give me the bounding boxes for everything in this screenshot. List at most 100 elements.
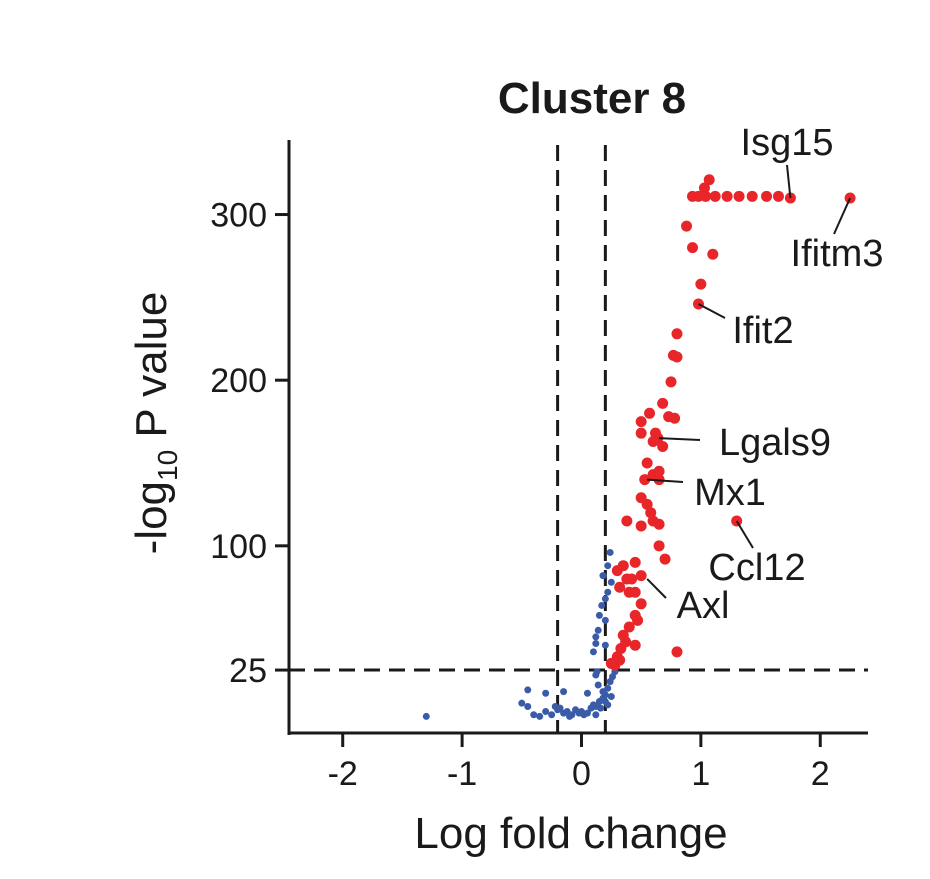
significant-point xyxy=(669,412,681,424)
non-significant-point xyxy=(583,689,591,697)
significant-point xyxy=(641,457,653,469)
leader-line-lgals9 xyxy=(659,437,701,441)
non-significant-point xyxy=(548,711,556,719)
non-significant-point xyxy=(601,641,609,649)
significant-point xyxy=(647,435,659,447)
gene-label-mx1: Mx1 xyxy=(694,472,766,514)
non-significant-point xyxy=(560,688,568,696)
significant-point xyxy=(635,598,647,610)
y-tick-label: 300 xyxy=(210,197,267,235)
significant-point xyxy=(707,248,719,260)
non-significant-point xyxy=(599,572,607,580)
significant-point xyxy=(746,190,758,202)
gene-label-isg15: Isg15 xyxy=(741,122,834,164)
significant-point xyxy=(653,540,665,552)
significant-point xyxy=(641,498,653,510)
non-significant-point xyxy=(604,701,612,709)
non-significant-point xyxy=(589,648,597,656)
significant-point xyxy=(659,553,671,565)
x-tick-label: 0 xyxy=(572,755,591,793)
non-significant-point xyxy=(604,588,612,596)
non-significant-point xyxy=(592,711,600,719)
significant-point xyxy=(614,581,626,593)
non-significant-point xyxy=(607,693,615,701)
significant-point xyxy=(653,518,665,530)
leader-line-axl xyxy=(646,578,667,599)
non-significant-point xyxy=(606,548,614,556)
axes xyxy=(287,140,868,735)
significant-point xyxy=(772,190,784,202)
significant-point xyxy=(629,639,641,651)
x-tick-label: 2 xyxy=(811,755,830,793)
x-tick-label: 1 xyxy=(691,755,710,793)
non-significant-point xyxy=(597,704,605,712)
x-tick-label: -2 xyxy=(328,755,358,793)
non-significant-point xyxy=(593,668,601,676)
leader-line-mx1 xyxy=(647,478,684,483)
non-significant-point xyxy=(568,711,576,719)
significant-point xyxy=(671,328,683,340)
significant-point xyxy=(657,397,669,409)
non-significant-point xyxy=(542,707,550,715)
significant-point xyxy=(615,643,627,655)
significant-point xyxy=(671,351,683,363)
x-ticks: -2 -1 0 1 2 xyxy=(328,733,830,793)
non-significant-point xyxy=(524,686,532,694)
y-axis-title-subscript: 10 xyxy=(152,450,183,481)
significant-point xyxy=(709,190,721,202)
significant-point xyxy=(721,190,733,202)
gene-label-ccl12: Ccl12 xyxy=(708,547,805,589)
significant-point xyxy=(629,556,641,568)
non-significant-point xyxy=(594,626,602,634)
non-significant-point xyxy=(592,640,600,648)
significant-point xyxy=(644,407,656,419)
significant-point xyxy=(635,427,647,439)
non-significant-point xyxy=(518,699,526,707)
non-significant-point xyxy=(524,702,532,710)
non-significant-point xyxy=(530,711,538,719)
significant-point xyxy=(632,614,644,626)
significant-point xyxy=(623,621,635,633)
non-significant-point xyxy=(598,601,606,609)
significant-point xyxy=(687,242,699,254)
y-ticks: 25 100 200 300 xyxy=(210,197,289,690)
significant-point xyxy=(645,507,657,519)
significant-point xyxy=(635,570,647,582)
significant-point xyxy=(700,190,712,202)
x-axis-title: Log fold change xyxy=(414,809,727,858)
significant-point xyxy=(657,440,669,452)
non-significant-point xyxy=(536,712,544,720)
chart-title: Cluster 8 xyxy=(498,74,686,123)
significant-point xyxy=(671,646,683,658)
significant-point xyxy=(635,416,647,428)
non-significant-point xyxy=(594,681,602,689)
leader-line-isg15 xyxy=(786,164,792,199)
significant-point xyxy=(605,657,617,669)
non-significant-point xyxy=(583,709,591,717)
non-significant-point xyxy=(604,562,612,570)
y-tick-label: 200 xyxy=(210,362,267,400)
non-significant-point xyxy=(542,689,550,697)
y-axis-title-prefix: -log xyxy=(127,481,176,554)
non-significant-point xyxy=(601,595,609,603)
non-significant-point xyxy=(556,704,564,712)
significant-point xyxy=(733,190,745,202)
significant-point xyxy=(703,174,715,186)
y-tick-label: 25 xyxy=(229,652,267,690)
significant-point xyxy=(681,220,693,232)
leader-line-ifit2 xyxy=(698,303,726,319)
significant-point xyxy=(698,182,710,194)
y-axis-title: -log10 P value xyxy=(127,292,183,555)
gene-label-lgals9: Lgals9 xyxy=(719,422,831,464)
non-significant-point xyxy=(422,712,430,720)
leader-line-ccl12 xyxy=(735,520,754,549)
threshold-lines xyxy=(289,145,868,733)
significant-point xyxy=(626,573,638,585)
annotation-leaders xyxy=(646,164,852,599)
gene-label-ifitm3: Ifitm3 xyxy=(791,233,884,275)
significant-point xyxy=(639,474,651,486)
significant-point xyxy=(635,520,647,532)
y-axis-title-suffix: P value xyxy=(127,292,176,450)
